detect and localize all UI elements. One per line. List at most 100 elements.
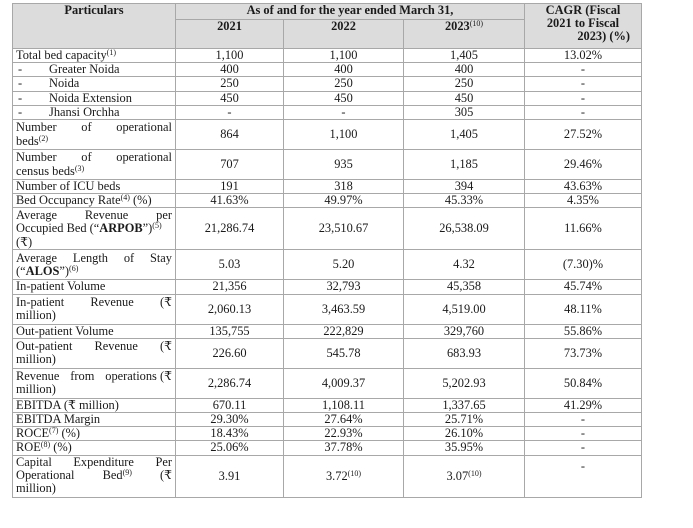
- row-label: Out-patient Revenue (₹ million): [12, 337, 176, 369]
- cell-2023: 5,202.93: [403, 367, 525, 399]
- cell-2021: 1,100: [175, 47, 284, 64]
- row-label: Total bed capacity(1): [12, 47, 176, 64]
- cell-cagr: 73.73%: [524, 337, 642, 369]
- cell-2023: 3.07(10): [403, 454, 525, 498]
- row-label: Number of operational census beds(3): [12, 149, 176, 181]
- cell-2021: 21,356: [175, 279, 284, 295]
- table-row: - Noida Extension 450 450 450 -: [12, 90, 642, 106]
- cell-2021: 226.60: [175, 337, 284, 369]
- cell-2021: 21,286.74: [175, 207, 284, 251]
- cell-2021: 3.91: [175, 454, 284, 498]
- table-row: Total bed capacity(1) 1,100 1,100 1,405 …: [12, 47, 642, 64]
- table-row: ROCE(7) (%) 18.43% 22.93% 26.10% -: [12, 426, 642, 442]
- row-label: In-patient Revenue (₹ million): [12, 293, 176, 325]
- cell-2022: 935: [283, 149, 404, 181]
- row-label: Number of operational beds(2): [12, 119, 176, 151]
- cell-2023: 25.71%: [403, 412, 525, 428]
- cell-2022: 4,009.37: [283, 367, 404, 399]
- cell-2022: 250: [283, 76, 404, 92]
- cell-cagr: 50.84%: [524, 367, 642, 399]
- cell-2021: 41.63%: [175, 193, 284, 209]
- table-row: Number of ICU beds 191 318 394 43.63%: [12, 179, 642, 195]
- cell-cagr: -: [524, 104, 642, 121]
- cell-cagr: 45.74%: [524, 279, 642, 295]
- row-label: - Noida: [12, 76, 176, 92]
- cell-2022: 23,510.67: [283, 207, 404, 251]
- table-row: In-patient Revenue (₹ million) 2,060.13 3,…: [12, 293, 642, 325]
- cell-2022: 49.97%: [283, 193, 404, 209]
- table-row: EBITDA Margin 29.30% 27.64% 25.71% -: [12, 412, 642, 428]
- row-label: - Greater Noida: [12, 62, 176, 78]
- cell-2021: 5.03: [175, 249, 284, 281]
- table-row: Bed Occupancy Rate(4) (%) 41.63% 49.97% …: [12, 193, 642, 209]
- header-year-2021: 2021: [175, 19, 284, 49]
- table-row: Capital Expenditure Per Operational Bed(9)(…: [12, 454, 642, 498]
- header-year-group: As of and for the year ended March 31,: [175, 3, 525, 20]
- cell-cagr: 13.02%: [524, 47, 642, 64]
- row-label: Number of ICU beds: [12, 179, 176, 195]
- cell-cagr: 41.29%: [524, 397, 642, 414]
- table-row: Number of operational beds(2) 864 1,100 1,…: [12, 119, 642, 151]
- cell-2022: 1,108.11: [283, 397, 404, 414]
- cell-2023: 305: [403, 104, 525, 121]
- header-year-2022: 2022: [283, 19, 404, 49]
- cell-2023: 329,760: [403, 323, 525, 339]
- cell-cagr: 27.52%: [524, 119, 642, 151]
- cell-2022: 37.78%: [283, 440, 404, 456]
- cell-2021: 29.30%: [175, 412, 284, 428]
- table-row: Number of operational census beds(3) 707 9…: [12, 149, 642, 181]
- table-row: - Noida 250 250 250 -: [12, 76, 642, 92]
- row-label: In-patient Volume: [12, 279, 176, 295]
- cell-2022: 1,100: [283, 47, 404, 64]
- cell-2022: 450: [283, 90, 404, 106]
- cell-2022: 1,100: [283, 119, 404, 151]
- row-label: Out-patient Volume: [12, 323, 176, 339]
- cell-2023: 45.33%: [403, 193, 525, 209]
- cell-2022: 27.64%: [283, 412, 404, 428]
- cell-2022: 545.78: [283, 337, 404, 369]
- cell-2022: 222,829: [283, 323, 404, 339]
- header-particulars: Particulars: [12, 3, 176, 49]
- cell-2023: 400: [403, 62, 525, 78]
- header-year-2023: 2023(10): [403, 19, 525, 49]
- header-cagr: CAGR (Fiscal 2021 to Fiscal 2023) (%): [524, 3, 642, 49]
- table-row: - Jhansi Orchha - - 305 -: [12, 104, 642, 121]
- cell-2023: 250: [403, 76, 525, 92]
- cell-2022: 5.20: [283, 249, 404, 281]
- cell-cagr: -: [524, 440, 642, 456]
- table-row: - Greater Noida 400 400 400 -: [12, 62, 642, 78]
- key-performance-indicators-table: Particulars As of and for the year ended…: [12, 3, 642, 498]
- cell-2023: 26,538.09: [403, 207, 525, 251]
- cell-cagr: 11.66%: [524, 207, 642, 251]
- table-row: ROE(8) (%) 25.06% 37.78% 35.95% -: [12, 440, 642, 456]
- cell-cagr: -: [524, 90, 642, 106]
- row-label: - Noida Extension: [12, 90, 176, 106]
- cell-2022: 400: [283, 62, 404, 78]
- row-label: Average Revenue per Occupied Bed (“ARPOB”)…: [12, 207, 176, 251]
- cell-2023: 4,519.00: [403, 293, 525, 325]
- table-row: Out-patient Volume 135,755 222,829 329,7…: [12, 323, 642, 339]
- table-row: Revenue from operations (₹ million) 2,286.…: [12, 367, 642, 399]
- cell-cagr: 43.63%: [524, 179, 642, 195]
- cell-cagr: 55.86%: [524, 323, 642, 339]
- cell-cagr: -: [524, 412, 642, 428]
- row-label: EBITDA (₹ million): [12, 397, 176, 414]
- cell-cagr: -: [524, 454, 642, 498]
- cell-cagr: 29.46%: [524, 149, 642, 181]
- cell-2021: -: [175, 104, 284, 121]
- cell-2021: 250: [175, 76, 284, 92]
- cell-2023: 450: [403, 90, 525, 106]
- cell-2021: 2,286.74: [175, 367, 284, 399]
- row-label: Average Length of Stay (“ALOS”)(6): [12, 249, 176, 281]
- cell-2021: 25.06%: [175, 440, 284, 456]
- cell-2022: 32,793: [283, 279, 404, 295]
- cell-2021: 707: [175, 149, 284, 181]
- cell-2023: 1,405: [403, 47, 525, 64]
- cell-cagr: (7.30)%: [524, 249, 642, 281]
- cell-2021: 18.43%: [175, 426, 284, 442]
- cell-2021: 191: [175, 179, 284, 195]
- cell-cagr: -: [524, 426, 642, 442]
- table-row: In-patient Volume 21,356 32,793 45,358 4…: [12, 279, 642, 295]
- cell-2023: 683.93: [403, 337, 525, 369]
- cell-2023: 26.10%: [403, 426, 525, 442]
